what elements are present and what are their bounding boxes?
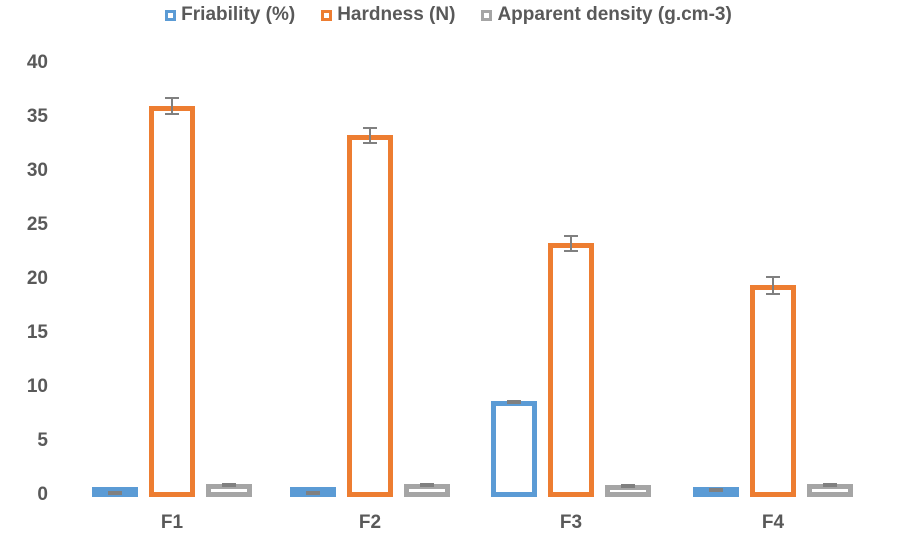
- y-tick-30: 30: [26, 160, 48, 181]
- error-bar-f4-hardness: [766, 275, 780, 296]
- legend-swatch-hardness: [321, 9, 333, 21]
- error-bar-f3-hardness: [564, 234, 578, 252]
- legend-label-density: Apparent density (g.cm-3): [497, 4, 732, 25]
- x-label-f1: F1: [160, 512, 184, 533]
- error-bar-f2-density: [420, 483, 434, 488]
- y-tick-0: 0: [37, 484, 48, 505]
- bar-f3-hardness: [548, 243, 594, 497]
- legend-item-friability: Friability (%): [165, 4, 295, 26]
- x-label-f4: F4: [761, 512, 785, 533]
- error-bar-f3-friability: [507, 399, 521, 404]
- error-bar-f2-friability: [306, 490, 320, 495]
- x-label-f3: F3: [559, 512, 583, 533]
- error-bar-f4-density: [823, 483, 837, 488]
- bar-f2-hardness: [347, 135, 393, 497]
- y-tick-40: 40: [26, 52, 48, 73]
- legend-label-friability: Friability (%): [181, 4, 296, 25]
- error-bar-f3-density: [621, 484, 635, 489]
- y-axis: 40 35 30 25 20 15 10 5 0: [0, 0, 48, 536]
- y-tick-15: 15: [26, 322, 48, 343]
- error-bar-f1-density: [222, 483, 236, 488]
- legend-item-hardness: Hardness (N): [321, 4, 455, 26]
- bar-f3-friability: [491, 400, 537, 497]
- chart-legend: Friability (%) Hardness (N) Apparent den…: [0, 0, 897, 30]
- bar-f4-hardness: [750, 285, 796, 497]
- y-tick-5: 5: [37, 430, 48, 451]
- y-tick-25: 25: [26, 214, 48, 235]
- bar-f1-hardness: [149, 106, 195, 497]
- error-bar-f4-friability: [709, 488, 723, 493]
- y-tick-35: 35: [26, 106, 48, 127]
- error-bar-f1-hardness: [165, 97, 179, 115]
- legend-label-hardness: Hardness (N): [337, 4, 456, 25]
- y-tick-10: 10: [26, 376, 48, 397]
- legend-item-density: Apparent density (g.cm-3): [481, 4, 732, 26]
- y-tick-20: 20: [26, 268, 48, 289]
- legend-swatch-density: [481, 9, 493, 21]
- x-label-f2: F2: [358, 512, 382, 533]
- error-bar-f1-friability: [108, 490, 122, 495]
- legend-swatch-friability: [165, 9, 177, 21]
- error-bar-f2-hardness: [363, 126, 377, 144]
